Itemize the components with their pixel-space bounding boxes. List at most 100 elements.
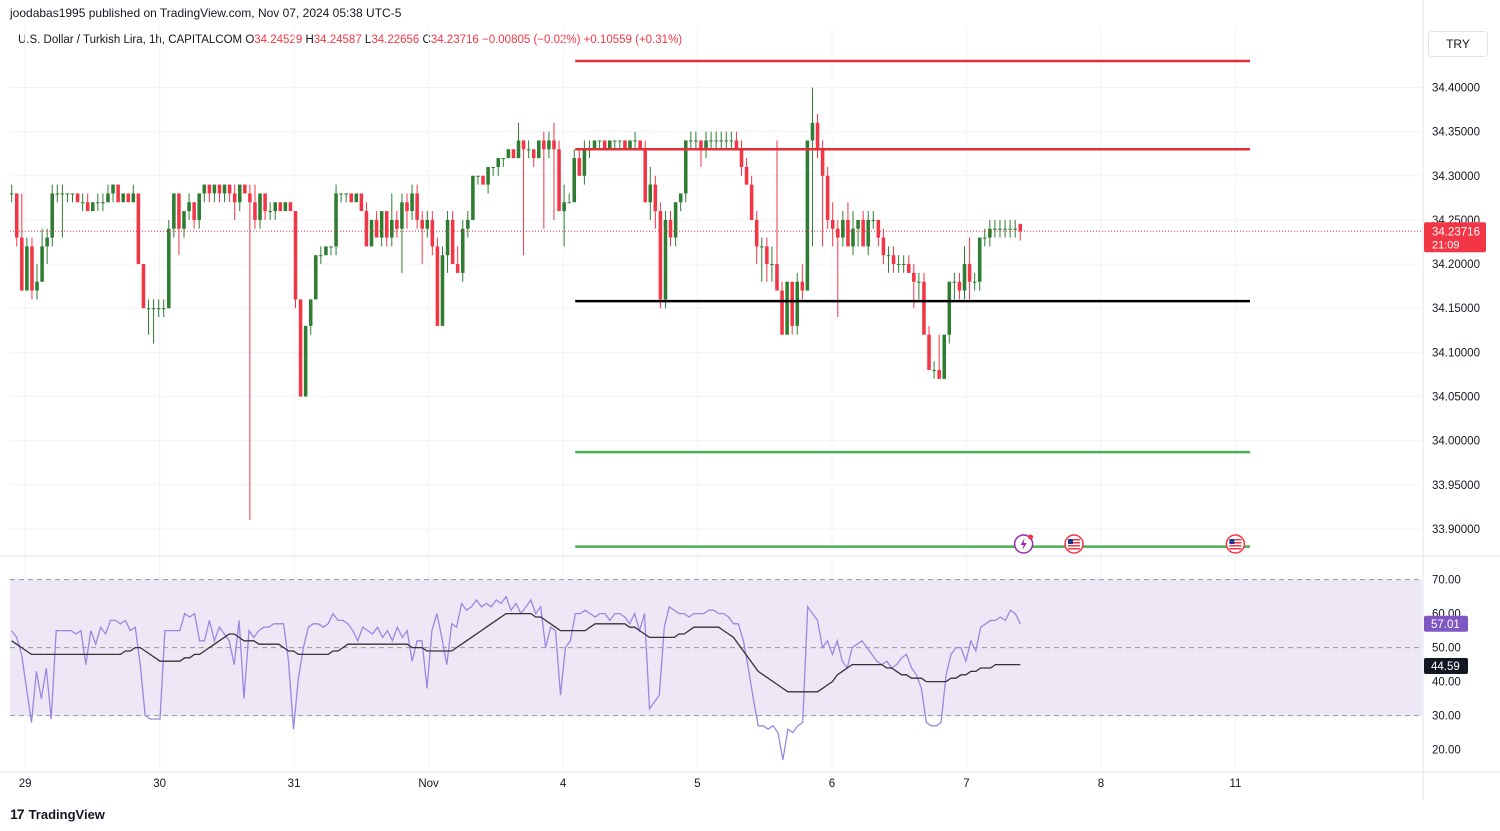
candle-body — [760, 246, 764, 248]
candle-body — [202, 184, 207, 194]
candle-body — [785, 281, 789, 335]
rsi-band — [10, 579, 1422, 717]
close-value: 34.23716 — [430, 34, 479, 46]
candle-body — [815, 122, 820, 150]
candle-body — [896, 264, 901, 266]
price-tick-label: 34.05000 — [1432, 391, 1480, 403]
candle-body — [526, 149, 531, 151]
candle-body — [298, 299, 303, 397]
candle-body — [222, 184, 227, 194]
candle-body — [20, 237, 24, 291]
candle-body — [972, 281, 977, 283]
candle-body — [820, 149, 825, 176]
candle-body — [572, 158, 577, 203]
candle-body — [613, 140, 617, 142]
candle-body — [876, 219, 881, 238]
candle-body — [993, 228, 997, 230]
candle-body — [45, 237, 49, 247]
candle-body — [90, 202, 95, 212]
candle-body — [131, 193, 136, 203]
candle-body — [466, 219, 470, 229]
tradingview-brand[interactable]: 17 TradingView — [10, 806, 105, 822]
rsi-ma-last-badge — [1424, 657, 1468, 674]
candle-body — [227, 184, 232, 194]
candle-body — [141, 264, 146, 309]
event-markers[interactable] — [1013, 534, 1246, 554]
rsi-last-label: 57.01 — [1431, 619, 1460, 631]
candle-body — [694, 140, 698, 142]
candle-body — [344, 193, 348, 195]
candle-body — [932, 370, 936, 372]
candle-body — [886, 255, 891, 257]
candle-body — [491, 166, 495, 168]
candle-body — [400, 202, 404, 229]
candle-body — [531, 149, 536, 159]
candle-body — [922, 281, 926, 335]
candle-body — [445, 219, 450, 256]
candle-body — [998, 228, 1002, 230]
candle-body — [334, 193, 338, 247]
candle-body — [460, 228, 465, 273]
flag-stripe — [1068, 545, 1081, 547]
candle-body — [50, 193, 55, 238]
candle-body — [967, 264, 972, 282]
candle-body — [435, 246, 440, 326]
candle-body — [232, 193, 237, 203]
open-label: O — [245, 34, 255, 46]
candle-body — [379, 211, 384, 238]
candle-body — [324, 246, 328, 256]
candle-body — [30, 246, 34, 291]
candle-body — [618, 140, 622, 142]
candle-body — [846, 219, 850, 247]
level-lines — [10, 59, 1422, 548]
time-tick-label: 30 — [153, 778, 166, 790]
candle-body — [455, 264, 460, 273]
candle-body — [207, 184, 212, 194]
candle-body — [359, 193, 364, 212]
candle-body — [288, 202, 293, 212]
candle-body — [749, 184, 754, 220]
close-label: C — [422, 34, 431, 46]
candle-body — [709, 140, 713, 142]
low-value: 34.22656 — [371, 34, 420, 46]
candle-body — [861, 219, 865, 247]
candle-body — [192, 202, 196, 220]
candle-body — [263, 193, 267, 212]
symbol-name[interactable]: U.S. Dollar / Turkish Lira, 1h, CAPITALC… — [18, 34, 243, 46]
candle-body — [278, 202, 283, 212]
candle-body — [927, 334, 931, 371]
rsi-tick-label: 40.00 — [1432, 677, 1461, 689]
candle-body — [126, 193, 131, 203]
candle-body — [212, 184, 217, 194]
us-flag-event-icon — [1064, 534, 1084, 554]
candles — [9, 87, 1023, 521]
candle-body — [683, 140, 688, 194]
candle-body — [450, 219, 455, 265]
candle-body — [744, 166, 749, 185]
price-tick-label: 34.35000 — [1432, 127, 1480, 139]
candle-body — [977, 237, 982, 282]
candle-body — [592, 140, 597, 150]
candle-body — [562, 202, 566, 212]
candle-body — [805, 140, 810, 291]
candle-body — [724, 140, 729, 142]
price-tick-label: 34.20000 — [1432, 259, 1480, 271]
candle-body — [156, 308, 161, 310]
candle-body — [739, 149, 744, 167]
candle-body — [481, 175, 485, 185]
candle-body — [384, 211, 389, 238]
candle-body — [511, 149, 516, 159]
candle-body — [476, 175, 480, 177]
us-flag-event-icon — [1225, 534, 1246, 554]
candle-body — [75, 193, 80, 203]
candle-body — [673, 202, 678, 238]
candle-body — [810, 122, 815, 141]
currency-button[interactable]: TRY — [1428, 31, 1488, 57]
candle-body — [638, 140, 642, 150]
candle-body — [658, 211, 663, 300]
candle-body — [273, 202, 278, 212]
candle-body — [623, 140, 627, 150]
rsi-lines — [11, 595, 1021, 760]
rsi-tick-label: 70.00 — [1432, 575, 1461, 587]
